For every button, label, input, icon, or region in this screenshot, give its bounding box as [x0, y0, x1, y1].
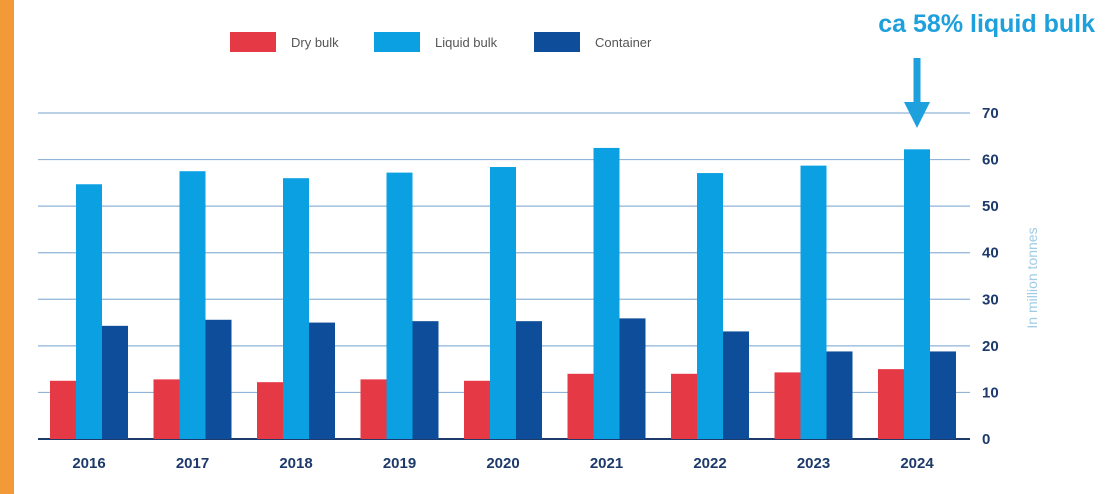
bar-dry-bulk-2023: [774, 372, 801, 439]
bar-liquid-bulk-2018: [283, 178, 309, 439]
y-axis-label: In million tonnes: [1024, 227, 1040, 328]
bar-container-2022: [723, 331, 749, 439]
y-axis-ticks: 0 10 20 30 40 50 60 70: [982, 105, 999, 448]
y-tick-label: 10: [982, 384, 999, 401]
x-tick-label: 2020: [486, 455, 519, 472]
bar-dry-bulk-2020: [464, 380, 490, 439]
x-axis-ticks: 2016 2017 2018 2019 2020 2021 2022 2023 2024: [72, 455, 934, 472]
y-tick-label: 50: [982, 198, 999, 215]
arrow-head: [904, 102, 930, 128]
bar-container-2021: [619, 318, 646, 439]
y-tick-label: 0: [982, 431, 990, 448]
bar-liquid-bulk-2016: [76, 184, 102, 439]
y-tick-label: 40: [982, 245, 999, 262]
bar-dry-bulk-2018: [257, 382, 283, 439]
y-tick-label: 60: [982, 152, 999, 169]
x-tick-label: 2022: [693, 455, 726, 472]
bar-container-2018: [309, 322, 335, 439]
bar-liquid-bulk-2020: [490, 167, 516, 439]
chart-legend: Dry bulk Liquid bulk Container: [230, 32, 652, 52]
bar-container-2023: [826, 351, 853, 439]
x-tick-label: 2023: [797, 455, 830, 472]
bar-dry-bulk-2021: [567, 373, 594, 439]
left-accent-stripe: [0, 0, 14, 494]
bar-liquid-bulk-2019: [386, 172, 413, 439]
bar-liquid-bulk-2024: [904, 149, 930, 439]
bar-dry-bulk-2016: [50, 380, 76, 439]
x-tick-label: 2016: [72, 455, 105, 472]
down-arrow-icon: [904, 58, 930, 128]
x-tick-label: 2017: [176, 455, 209, 472]
x-tick-label: 2021: [590, 455, 623, 472]
bar-container-2019: [412, 321, 439, 439]
bar-container-2024: [930, 351, 956, 439]
y-tick-label: 30: [982, 291, 999, 308]
y-tick-label: 20: [982, 338, 999, 355]
bar-liquid-bulk-2022: [697, 173, 723, 439]
legend-swatch-dry-bulk: [230, 32, 276, 52]
arrow-shaft: [913, 58, 921, 104]
legend-swatch-liquid-bulk: [374, 32, 420, 52]
bar-container-2020: [516, 321, 542, 439]
bar-dry-bulk-2017: [153, 379, 180, 439]
chart-bars: [50, 147, 956, 439]
x-tick-label: 2018: [279, 455, 312, 472]
x-tick-label: 2019: [383, 455, 416, 472]
legend-swatch-container: [534, 32, 580, 52]
legend-label-container: Container: [595, 35, 652, 50]
bar-dry-bulk-2022: [671, 373, 697, 439]
annotation-text: ca 58% liquid bulk: [878, 10, 1095, 38]
legend-label-liquid-bulk: Liquid bulk: [435, 35, 498, 50]
x-tick-label: 2024: [900, 455, 934, 472]
legend-label-dry-bulk: Dry bulk: [291, 35, 339, 50]
y-tick-label: 70: [982, 105, 999, 122]
bar-liquid-bulk-2023: [800, 165, 827, 439]
bar-dry-bulk-2024: [878, 369, 904, 439]
bar-container-2017: [205, 319, 232, 439]
bar-dry-bulk-2019: [360, 379, 387, 439]
bar-container-2016: [102, 325, 128, 439]
bar-liquid-bulk-2017: [179, 171, 206, 439]
bar-liquid-bulk-2021: [593, 147, 620, 439]
